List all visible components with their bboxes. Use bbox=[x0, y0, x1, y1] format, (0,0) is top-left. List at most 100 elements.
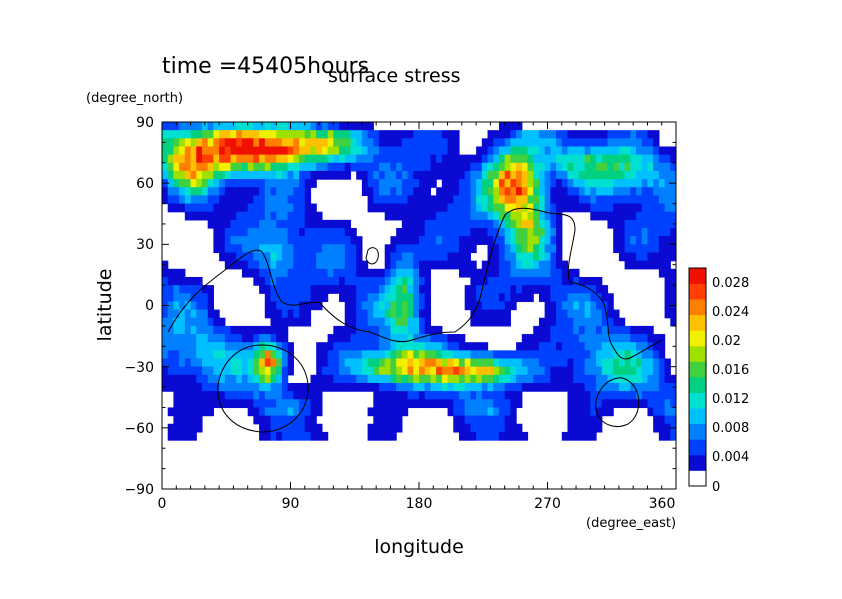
heatmap-cell bbox=[636, 138, 643, 148]
heatmap-cell bbox=[573, 423, 580, 433]
heatmap-cell bbox=[504, 130, 511, 139]
heatmap-cell bbox=[350, 130, 357, 139]
heatmap-cell bbox=[664, 268, 671, 278]
heatmap-cell bbox=[544, 211, 551, 221]
heatmap-cell bbox=[219, 374, 226, 384]
heatmap-cell bbox=[253, 325, 260, 335]
heatmap-cell bbox=[190, 293, 197, 303]
heatmap-cell bbox=[636, 382, 643, 392]
heatmap-cell bbox=[259, 358, 266, 368]
heatmap-cell bbox=[521, 179, 529, 188]
heatmap-cell bbox=[544, 358, 551, 368]
heatmap-cell bbox=[167, 138, 175, 148]
heatmap-cell bbox=[350, 276, 357, 286]
heatmap-cell bbox=[299, 122, 306, 131]
heatmap-cell bbox=[201, 170, 209, 180]
heatmap-cell bbox=[327, 252, 334, 262]
heatmap-cell bbox=[476, 423, 483, 433]
heatmap-cell bbox=[561, 382, 569, 392]
heatmap-cell bbox=[607, 342, 614, 351]
heatmap-cell bbox=[424, 293, 432, 303]
heatmap-cell bbox=[401, 211, 409, 221]
heatmap-cell bbox=[516, 203, 523, 213]
heatmap-cell bbox=[259, 391, 266, 400]
heatmap-cell bbox=[464, 293, 471, 303]
heatmap-cell bbox=[310, 423, 317, 433]
heatmap-cell bbox=[487, 219, 494, 229]
heatmap-cell bbox=[567, 334, 574, 343]
heatmap-cell bbox=[653, 219, 660, 229]
heatmap-cell bbox=[544, 244, 551, 254]
colorbar-segment bbox=[689, 439, 706, 456]
heatmap-cell bbox=[361, 170, 369, 180]
heatmap-cell bbox=[384, 309, 392, 319]
colorbar-segment bbox=[689, 423, 706, 440]
heatmap-cell bbox=[613, 130, 620, 139]
heatmap-cell bbox=[207, 391, 214, 400]
heatmap-cell bbox=[521, 260, 529, 270]
heatmap-cell bbox=[241, 162, 249, 172]
heatmap-cell bbox=[584, 342, 591, 351]
heatmap-cell bbox=[310, 276, 317, 286]
heatmap-cell bbox=[476, 342, 483, 351]
heatmap-cell bbox=[247, 350, 254, 360]
heatmap-cell bbox=[316, 374, 323, 384]
heatmap-cell bbox=[447, 366, 454, 376]
heatmap-cell bbox=[613, 211, 620, 221]
heatmap-cell bbox=[584, 179, 591, 188]
heatmap-cell bbox=[367, 382, 374, 392]
heatmap-cell bbox=[179, 309, 186, 319]
heatmap-cell bbox=[613, 342, 620, 351]
heatmap-cell bbox=[630, 162, 637, 172]
heatmap-cell bbox=[281, 366, 289, 376]
heatmap-cell bbox=[247, 195, 254, 205]
heatmap-cell bbox=[179, 130, 186, 139]
heatmap-cell bbox=[247, 407, 254, 417]
heatmap-cell bbox=[321, 285, 329, 294]
heatmap-cell bbox=[190, 195, 197, 205]
heatmap-cell bbox=[356, 130, 363, 139]
heatmap-cell bbox=[430, 252, 437, 262]
heatmap-cell bbox=[419, 219, 426, 229]
heatmap-cell bbox=[550, 138, 557, 148]
heatmap-cell bbox=[339, 244, 346, 254]
heatmap-cell bbox=[424, 334, 432, 343]
heatmap-cell bbox=[356, 122, 363, 131]
heatmap-cell bbox=[447, 244, 454, 254]
heatmap-cell bbox=[510, 358, 517, 368]
heatmap-cell bbox=[179, 431, 186, 441]
heatmap-cell bbox=[219, 179, 226, 188]
heatmap-cell bbox=[573, 146, 580, 156]
heatmap-cell bbox=[384, 170, 392, 180]
heatmap-cell bbox=[247, 228, 254, 237]
heatmap-cell bbox=[201, 317, 209, 327]
heatmap-cell bbox=[356, 138, 363, 148]
heatmap-cell bbox=[516, 293, 523, 303]
heatmap-cell bbox=[162, 374, 169, 384]
heatmap-cell bbox=[584, 138, 591, 148]
heatmap-cell bbox=[167, 285, 175, 294]
heatmap-cell bbox=[201, 374, 209, 384]
heatmap-cell bbox=[544, 219, 551, 229]
heatmap-cell bbox=[641, 366, 649, 376]
heatmap-cell bbox=[207, 285, 214, 294]
heatmap-cell bbox=[407, 325, 414, 335]
heatmap-cell bbox=[664, 366, 671, 376]
heatmap-cell bbox=[344, 122, 352, 131]
heatmap-cell bbox=[253, 228, 260, 237]
heatmap-cell bbox=[430, 179, 437, 188]
heatmap-cell bbox=[407, 203, 414, 213]
heatmap-cell bbox=[618, 317, 626, 327]
heatmap-cell bbox=[670, 391, 676, 400]
heatmap-cell bbox=[476, 382, 483, 392]
heatmap-cell bbox=[647, 252, 654, 262]
heatmap-cell bbox=[361, 187, 369, 196]
heatmap-cell bbox=[516, 252, 523, 262]
heatmap-cell bbox=[481, 285, 489, 294]
heatmap-cell bbox=[396, 382, 403, 392]
heatmap-cell bbox=[247, 138, 254, 148]
heatmap-cell bbox=[538, 203, 546, 213]
heatmap-cell bbox=[321, 252, 329, 262]
heatmap-cell bbox=[561, 154, 569, 164]
heatmap-cell bbox=[327, 342, 334, 351]
